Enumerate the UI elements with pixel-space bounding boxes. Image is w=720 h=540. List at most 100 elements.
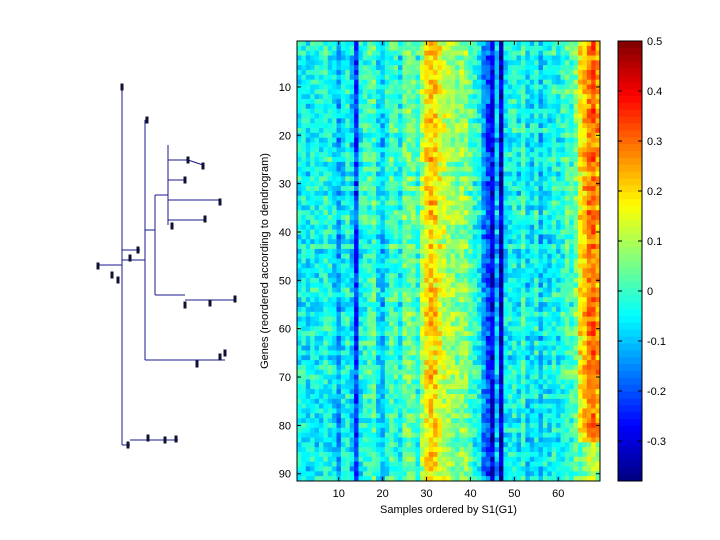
heatmap-cell [538,321,544,327]
heatmap-cell [477,108,482,114]
heatmap-cell [380,161,386,168]
heatmap-cell [367,200,373,206]
heatmap-cell [450,55,456,61]
heatmap-cell [428,326,434,332]
heatmap-cell [367,239,373,245]
heatmap-cell [560,41,566,47]
heatmap-cell [520,364,526,371]
heatmap-cell [340,70,346,76]
heatmap-cell [446,219,452,226]
heatmap-cell [428,190,434,197]
heatmap-cell [380,306,386,313]
heatmap-cell [380,132,386,139]
heatmap-cell [411,364,416,371]
heatmap-cell [371,239,377,245]
heatmap-cell [538,302,544,308]
heatmap-cell [472,345,478,351]
heatmap-cell [569,152,575,158]
heatmap-cell [362,244,368,250]
heatmap-cell [494,50,500,56]
heatmap-cell [389,137,395,143]
heatmap-cell [468,282,474,288]
heatmap-cell [402,374,408,380]
heatmap-cell [551,195,557,201]
heatmap-cell [332,248,337,255]
heatmap-cell [573,287,579,293]
heatmap-cell [586,181,592,187]
heatmap-cell [529,219,535,226]
heatmap-cell [371,355,377,361]
heatmap-cell [490,244,496,250]
heatmap-cell [354,311,359,318]
heatmap-cell [516,113,522,119]
heatmap-cell [564,335,570,342]
heatmap-cell [481,219,487,226]
heatmap-cell [512,326,517,332]
heatmap-cell [376,200,381,206]
heatmap-cell [595,113,601,119]
heatmap-cell [327,142,333,148]
heatmap-cell [595,186,601,192]
heatmap-cell [441,321,447,327]
heatmap-cell [376,229,381,235]
heatmap-cell [564,118,570,124]
heatmap-cell [499,219,504,226]
heatmap-cell [450,137,456,143]
heatmap-cell [516,244,522,250]
heatmap-cell [494,157,500,163]
heatmap-cell [354,142,359,148]
heatmap-cell [297,345,302,351]
heatmap-cell [318,99,324,105]
heatmap-cell [481,79,487,85]
heatmap-cell [591,171,597,177]
heatmap-cell [411,108,416,114]
heatmap-cell [516,239,522,245]
heatmap-cell [301,369,307,376]
heatmap-cell [529,263,535,269]
heatmap-cell [349,137,355,143]
heatmap-cell [393,350,399,356]
heatmap-cell [340,360,346,366]
heatmap-cell [468,205,474,211]
heatmap-cell [507,326,513,332]
heatmap-cell [520,205,526,211]
heatmap-cell [411,345,416,351]
heatmap-cell [560,268,566,274]
heatmap-cell [503,374,509,380]
heatmap-cell [393,268,399,274]
heatmap-cell [481,181,487,187]
heatmap-cell [349,181,355,187]
heatmap-cell [477,186,482,192]
heatmap-cell [529,239,535,245]
heatmap-cell [406,321,412,327]
heatmap-cell [411,311,416,318]
heatmap-cell [450,234,456,240]
heatmap-cell [318,306,324,313]
heatmap-cell [323,335,329,342]
heatmap-cell [437,147,443,153]
heatmap-cell [402,297,408,303]
heatmap-cell [512,215,517,221]
heatmap-cell [463,224,469,230]
heatmap-cell [516,282,522,288]
heatmap-cell [318,157,324,163]
heatmap-cell [305,287,311,293]
heatmap-cell [494,108,500,114]
heatmap-cell [314,181,320,187]
heatmap-cell [389,70,395,76]
heatmap-cell [468,326,474,332]
heatmap-cell [525,248,531,255]
heatmap-cell [578,379,583,385]
heatmap-cell [398,219,403,226]
heatmap-cell [450,360,456,366]
heatmap-cell [560,355,566,361]
heatmap-cell [586,65,592,71]
heatmap-cell [512,277,517,284]
heatmap-cell [345,176,351,182]
heatmap-cell [499,118,504,124]
heatmap-cell [468,253,474,259]
heatmap-cell [538,176,544,182]
heatmap-cell [336,302,342,308]
heatmap-cell [318,161,324,168]
heatmap-cell [332,360,337,366]
